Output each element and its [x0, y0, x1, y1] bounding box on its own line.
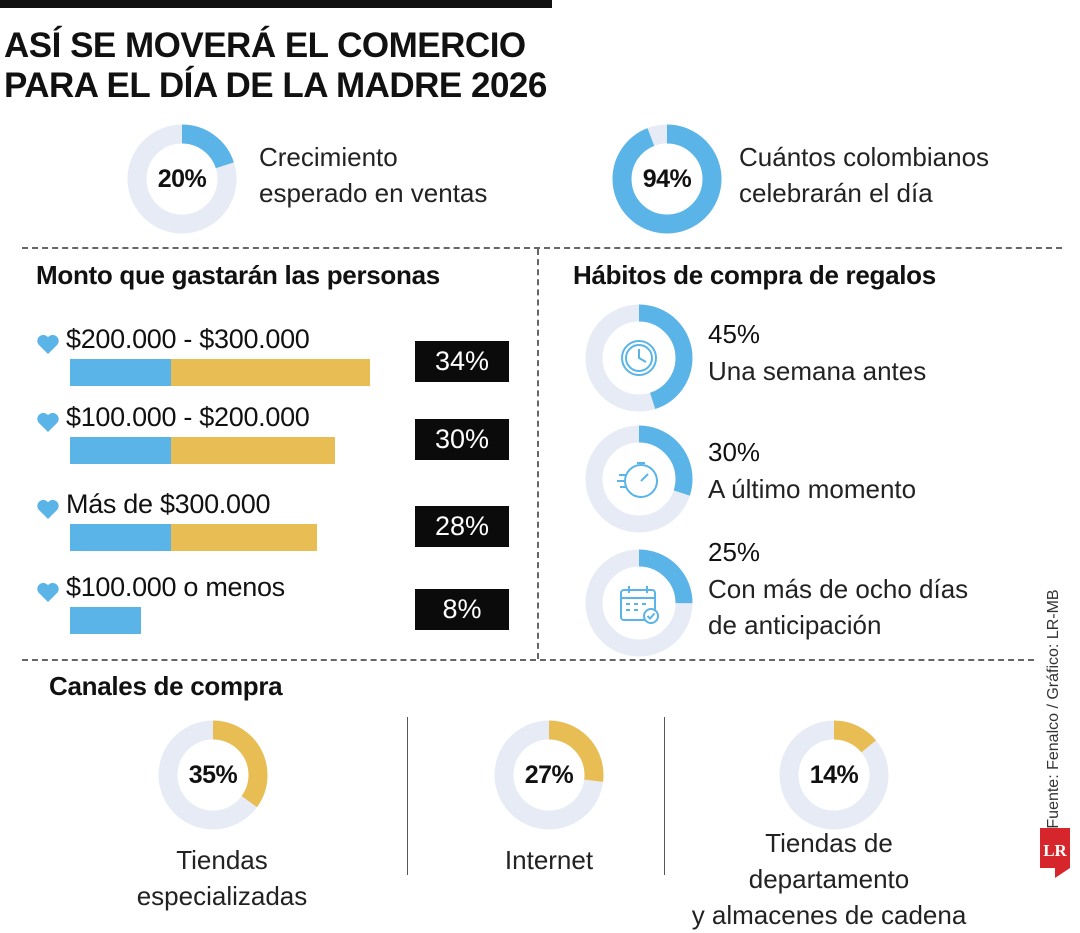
lr-logo: LR — [1040, 828, 1070, 878]
habit-arc — [585, 425, 693, 533]
kpi-value-celebrants: 94% — [642, 164, 692, 193]
spending-percent-badge: 34% — [415, 341, 509, 382]
habit-label: Una semana antes — [708, 353, 926, 389]
channel-label: Tiendas de departamento y almacenes de c… — [690, 825, 968, 933]
channel-label-line1: Internet — [504, 845, 594, 875]
spending-bar — [70, 437, 335, 464]
heart-icon — [37, 582, 59, 602]
habit-label-line1: Con más de ocho días — [708, 574, 969, 604]
source-credit-text: Fuente: Fenalco / Gráfico: LR-MB — [1045, 589, 1062, 829]
spending-percent-badge: 28% — [415, 506, 509, 547]
channel-value: 35% — [188, 760, 238, 789]
kpi-label-celebrants: Cuántos colombianos celebrarán el día — [739, 139, 989, 211]
spending-bar-gold-segment — [171, 437, 335, 464]
spending-percent-badge: 8% — [415, 589, 509, 630]
spending-row: Más de $300.000 28% — [36, 489, 516, 552]
habit-percent: 45% — [708, 319, 761, 349]
kpi-label-sales-growth-line2: esperado en ventas — [259, 178, 488, 208]
source-credit: Fuente: Fenalco / Gráfico: LR-MB — [1043, 589, 1065, 828]
spending-range-label: Más de $300.000 — [66, 489, 271, 519]
channel-value: 27% — [524, 760, 574, 789]
spending-range-label: $100.000 - $200.000 — [66, 402, 310, 432]
spending-bar-gold-segment — [171, 359, 370, 386]
top-rule — [0, 0, 552, 8]
spending-bar-gold-segment — [171, 524, 318, 551]
spending-bar — [70, 359, 370, 386]
channel-divider — [407, 717, 408, 875]
spending-bar-blue-segment — [70, 524, 171, 551]
habit-label-line2: de anticipación — [708, 610, 882, 640]
kpi-label-celebrants-line1: Cuántos colombianos — [739, 142, 990, 172]
habit-donut — [585, 549, 693, 657]
section-title-spending: Monto que gastarán las personas — [36, 260, 440, 290]
channel-label-line1: Tiendas de departamento — [748, 828, 910, 894]
spending-row: $100.000 o menos 8% — [36, 572, 516, 635]
divider-bottom — [22, 659, 1034, 661]
spending-range-label: $100.000 o menos — [66, 572, 285, 602]
habit-percent: 25% — [708, 537, 761, 567]
spending-bar — [70, 524, 318, 551]
channel-donut: 14% — [779, 720, 889, 830]
habit-donut — [585, 425, 693, 533]
title-line-2: PARA EL DÍA DE LA MADRE 2026 — [4, 66, 547, 105]
habit-percent: 30% — [708, 437, 761, 467]
spending-bar-blue-segment — [70, 607, 141, 634]
heart-icon — [37, 334, 59, 354]
channel-label-line1: Tiendas especializadas — [136, 845, 308, 911]
channel-label: Internet — [444, 842, 654, 878]
kpi-arc-celebrants — [612, 124, 722, 234]
spending-row: $100.000 - $200.000 30% — [36, 402, 516, 465]
divider-top — [22, 247, 1062, 249]
kpi-donut-celebrants: 94% — [612, 124, 722, 234]
habit-arc — [585, 304, 693, 412]
calendar-check-icon — [620, 586, 659, 624]
channel-value: 14% — [809, 760, 859, 789]
kpi-label-sales-growth-line1: Crecimiento — [259, 142, 398, 172]
kpi-donut-sales-growth: 20% — [127, 124, 237, 234]
divider-vertical — [537, 249, 539, 659]
channel-label: Tiendas especializadas — [92, 842, 352, 914]
channel-divider — [664, 717, 665, 875]
habit-label: A último momento — [708, 471, 916, 507]
habit-label: Con más de ocho días de anticipación — [708, 571, 968, 643]
spending-bar-blue-segment — [70, 359, 171, 386]
habit-label-line1: A último momento — [708, 474, 917, 504]
channel-arc — [158, 720, 268, 830]
section-title-habits: Hábitos de compra de regalos — [573, 260, 936, 290]
stopwatch-icon — [617, 462, 658, 498]
channel-arc — [779, 720, 889, 830]
channel-donut: 27% — [494, 720, 604, 830]
heart-icon — [37, 499, 59, 519]
spending-row: $200.000 - $300.000 34% — [36, 324, 516, 387]
spending-bar-blue-segment — [70, 437, 171, 464]
spending-bar — [70, 607, 141, 634]
channel-label-line2: y almacenes de cadena — [691, 900, 967, 930]
habit-label-line1: Una semana antes — [708, 356, 927, 386]
kpi-label-sales-growth: Crecimiento esperado en ventas — [259, 139, 487, 211]
clock-icon — [621, 340, 657, 376]
kpi-value-sales-growth: 20% — [157, 164, 207, 193]
habit-donut — [585, 304, 693, 412]
page-title: ASÍ SE MOVERÁ EL COMERCIO PARA EL DÍA DE… — [4, 26, 547, 106]
section-title-channels: Canales de compra — [49, 671, 283, 701]
channel-arc — [494, 720, 604, 830]
channel-donut: 35% — [158, 720, 268, 830]
spending-range-label: $200.000 - $300.000 — [66, 324, 310, 354]
kpi-arc-sales-growth — [127, 124, 237, 234]
spending-percent-badge: 30% — [415, 419, 509, 460]
habit-arc — [585, 549, 693, 657]
heart-icon — [37, 412, 59, 432]
kpi-label-celebrants-line2: celebrarán el día — [739, 178, 933, 208]
lr-logo-text: LR — [1043, 841, 1067, 860]
title-line-1: ASÍ SE MOVERÁ EL COMERCIO — [4, 26, 526, 65]
